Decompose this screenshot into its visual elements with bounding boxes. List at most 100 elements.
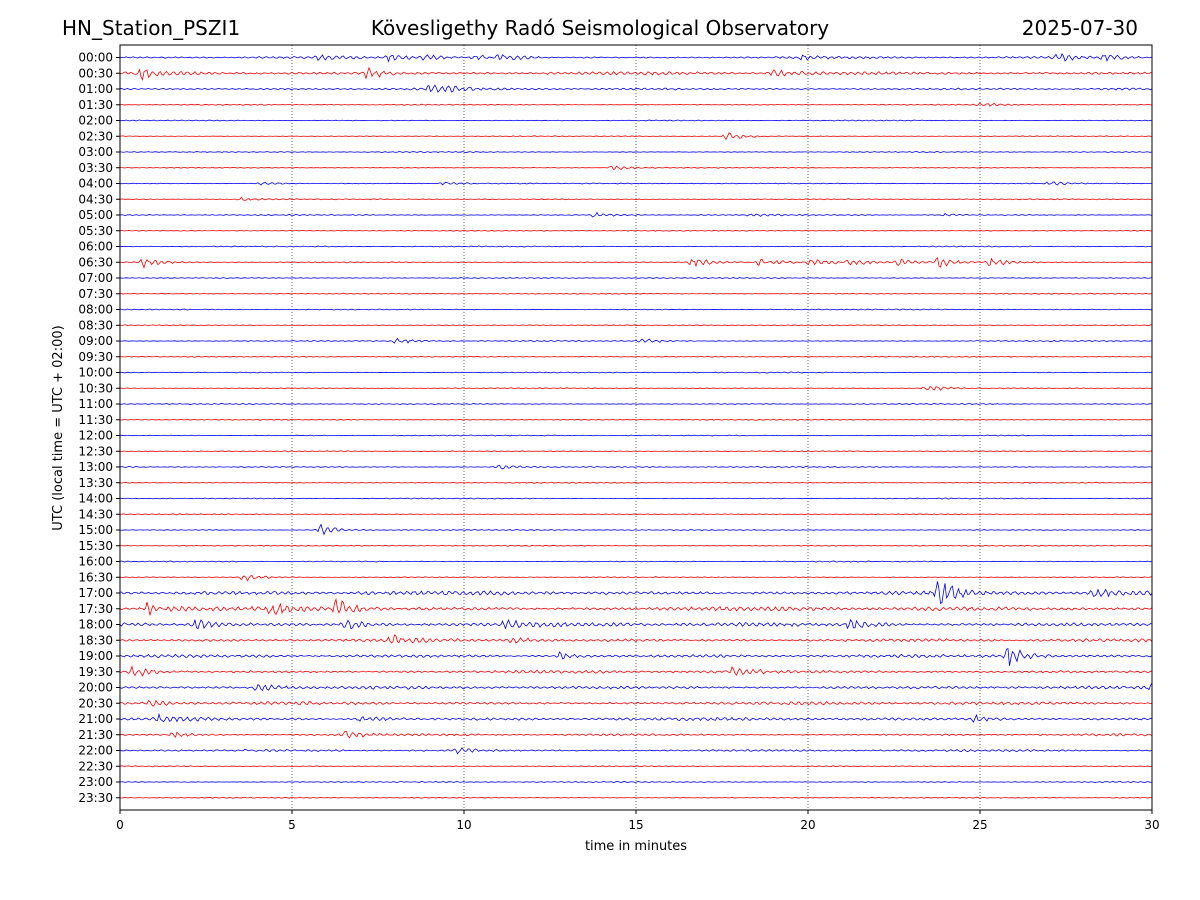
y-tick-label: 16:00 xyxy=(78,555,113,569)
y-tick-label: 20:00 xyxy=(78,681,113,695)
trace-1130 xyxy=(119,418,1153,421)
y-tick-label: 13:30 xyxy=(78,476,113,490)
y-tick-label: 19:00 xyxy=(78,649,113,663)
x-tick-label: 25 xyxy=(972,818,987,832)
trace-0630 xyxy=(119,257,1153,269)
y-tick-label: 15:30 xyxy=(78,539,113,553)
x-tick-label: 30 xyxy=(1144,818,1159,832)
y-tick-label: 08:30 xyxy=(78,318,113,332)
y-tick-label: 21:00 xyxy=(78,712,113,726)
trace-2230 xyxy=(119,765,1153,768)
trace-0300 xyxy=(119,151,1153,154)
y-tick-label: 23:30 xyxy=(78,791,113,805)
trace-2030 xyxy=(119,699,1153,707)
y-tick-label: 22:00 xyxy=(78,744,113,758)
y-tick-label: 15:00 xyxy=(78,523,113,537)
x-tick-label: 5 xyxy=(288,818,296,832)
y-tick-label: 17:30 xyxy=(78,602,113,616)
y-tick-label: 01:30 xyxy=(78,98,113,112)
trace-1830 xyxy=(119,634,1153,644)
trace-0000 xyxy=(119,52,1153,63)
y-tick-label: 06:00 xyxy=(78,240,113,254)
x-tick-label: 20 xyxy=(800,818,815,832)
y-tick-label: 10:00 xyxy=(78,366,113,380)
y-tick-label: 13:00 xyxy=(78,460,113,474)
trace-1600 xyxy=(119,560,1153,563)
y-tick-label: 09:30 xyxy=(78,350,113,364)
x-axis-label: time in minutes xyxy=(585,839,687,854)
trace-0830 xyxy=(119,324,1153,327)
grid-lines xyxy=(291,45,981,810)
trace-1630 xyxy=(119,575,1153,582)
plot-frame xyxy=(119,44,1153,811)
y-tick-label: 05:30 xyxy=(78,224,113,238)
x-tick-labels: 0 5 10 15 20 25 30 xyxy=(116,810,1160,832)
y-tick-label: 11:00 xyxy=(78,397,113,411)
trace-1930 xyxy=(119,665,1153,677)
x-tick-label: 15 xyxy=(628,818,643,832)
trace-0230 xyxy=(119,132,1153,141)
x-tick-label: 0 xyxy=(116,818,124,832)
trace-0800 xyxy=(119,308,1153,311)
trace-0930 xyxy=(119,355,1153,358)
trace-2200 xyxy=(119,747,1153,755)
y-tick-label: 00:30 xyxy=(78,66,113,80)
trace-0730 xyxy=(119,292,1153,295)
y-tick-label: 07:00 xyxy=(78,271,113,285)
chart-date: 2025-07-30 xyxy=(1021,16,1138,40)
x-tick-label: 10 xyxy=(456,818,471,832)
trace-0600 xyxy=(119,245,1153,248)
trace-0030 xyxy=(119,66,1152,82)
trace-1500 xyxy=(119,523,1153,536)
trace-2130 xyxy=(119,730,1153,739)
y-tick-label: 12:30 xyxy=(78,444,113,458)
y-tick-label: 05:00 xyxy=(78,208,113,222)
trace-2330 xyxy=(119,796,1153,799)
y-tick-label: 16:30 xyxy=(78,570,113,584)
y-tick-label: 01:00 xyxy=(78,82,113,96)
y-tick-label: 04:00 xyxy=(78,177,113,191)
trace-0430 xyxy=(119,196,1153,201)
y-tick-label: 20:30 xyxy=(78,696,113,710)
y-tick-label: 03:00 xyxy=(78,145,113,159)
y-tick-label: 14:00 xyxy=(78,492,113,506)
y-tick-label: 11:30 xyxy=(78,413,113,427)
chart-title: Kövesligethy Radó Seismological Observat… xyxy=(370,16,830,40)
trace-1530 xyxy=(119,544,1153,547)
y-tick-label: 08:00 xyxy=(78,303,113,317)
y-tick-label: 00:00 xyxy=(78,51,113,65)
y-tick-label: 03:30 xyxy=(78,161,113,175)
trace-1230 xyxy=(119,450,1153,453)
y-tick-label: 07:30 xyxy=(78,287,113,301)
trace-0700 xyxy=(119,277,1153,279)
trace-1300 xyxy=(119,464,1153,470)
station-name: HN_Station_PSZI1 xyxy=(62,16,241,40)
trace-0900 xyxy=(119,337,1153,344)
y-tick-label: 21:30 xyxy=(78,728,113,742)
trace-0400 xyxy=(119,181,1153,186)
trace-1000 xyxy=(119,371,1153,374)
trace-lines xyxy=(119,52,1153,799)
trace-0130 xyxy=(119,102,1153,107)
trace-1200 xyxy=(119,434,1153,437)
y-tick-label: 02:00 xyxy=(78,114,113,128)
y-tick-label: 23:00 xyxy=(78,775,113,789)
trace-0500 xyxy=(119,211,1153,218)
y-tick-label: 04:30 xyxy=(78,192,113,206)
y-tick-label: 17:00 xyxy=(78,586,113,600)
trace-0100 xyxy=(119,84,1153,93)
y-tick-label: 02:30 xyxy=(78,129,113,143)
y-axis-label: UTC (local time = UTC + 02:00) xyxy=(51,325,66,530)
y-tick-label: 22:30 xyxy=(78,759,113,773)
trace-1100 xyxy=(119,403,1153,405)
y-tick-label: 10:30 xyxy=(78,381,113,395)
trace-2300 xyxy=(119,781,1153,784)
trace-1900 xyxy=(119,648,1153,666)
trace-1800 xyxy=(119,618,1153,630)
y-tick-label: 18:30 xyxy=(78,633,113,647)
trace-2100 xyxy=(119,712,1153,723)
y-tick-label: 06:30 xyxy=(78,255,113,269)
trace-0330 xyxy=(119,165,1153,171)
